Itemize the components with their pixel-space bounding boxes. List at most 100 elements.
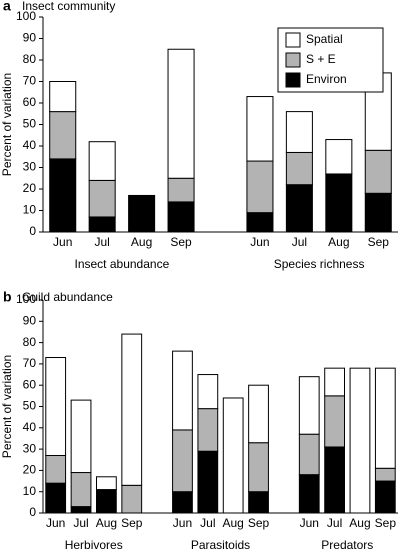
bar-segment bbox=[248, 442, 269, 493]
y-tick-label: 0 bbox=[29, 505, 36, 519]
bar-segment bbox=[324, 446, 345, 514]
bar-segment bbox=[70, 472, 92, 508]
x-tick-label: Aug bbox=[349, 516, 370, 530]
bar-segment bbox=[96, 476, 117, 491]
bar-segment bbox=[248, 384, 269, 444]
x-tick-label: Sep bbox=[248, 516, 270, 530]
bar-segment bbox=[364, 149, 392, 194]
y-tick-label: 50 bbox=[23, 117, 37, 131]
y-tick-label: 80 bbox=[23, 52, 37, 66]
bar-segment bbox=[49, 81, 77, 113]
legend-swatch bbox=[285, 52, 301, 68]
bar-segment bbox=[298, 433, 320, 476]
x-tick-label: Jun bbox=[300, 516, 319, 530]
x-tick-label: Sep bbox=[170, 235, 192, 249]
y-tick-label: 100 bbox=[16, 9, 36, 23]
group-label: Insect abundance bbox=[75, 257, 170, 271]
group-label: Predators bbox=[321, 538, 373, 552]
x-tick-label: Jul bbox=[73, 516, 88, 530]
bar-segment bbox=[374, 480, 396, 514]
bar-segment bbox=[197, 374, 219, 410]
bar-segment bbox=[45, 454, 67, 484]
chart-title: Guild abundance bbox=[22, 290, 113, 304]
x-tick-label: Jul bbox=[94, 235, 109, 249]
y-tick-label: 20 bbox=[23, 463, 37, 477]
y-tick-label: 80 bbox=[23, 335, 37, 349]
legend-label: S + E bbox=[306, 52, 336, 66]
bar-segment bbox=[167, 177, 195, 203]
bar-segment bbox=[49, 158, 77, 233]
y-axis-label: Percent of variation bbox=[0, 73, 14, 176]
x-tick-label: Sep bbox=[368, 235, 390, 249]
bar-segment bbox=[325, 173, 353, 233]
y-tick-label: 30 bbox=[23, 160, 37, 174]
group-label: Species richness bbox=[274, 257, 365, 271]
y-tick-label: 20 bbox=[23, 181, 37, 195]
x-tick-label: Jul bbox=[292, 235, 307, 249]
bar-segment bbox=[285, 184, 313, 233]
bar-segment bbox=[167, 48, 195, 179]
bar-segment bbox=[49, 111, 77, 160]
bar-segment bbox=[325, 139, 353, 175]
bar-segment bbox=[324, 395, 345, 448]
y-tick-label: 40 bbox=[23, 138, 37, 152]
bar-segment bbox=[88, 179, 116, 218]
bar-segment bbox=[88, 141, 116, 181]
bar-segment bbox=[172, 491, 193, 514]
x-tick-label: Jun bbox=[173, 516, 192, 530]
bar-segment bbox=[285, 151, 313, 186]
y-tick-label: 60 bbox=[23, 95, 37, 109]
bar-segment bbox=[222, 397, 244, 514]
bar-segment bbox=[172, 429, 193, 493]
legend-label: Spatial bbox=[306, 32, 343, 46]
x-tick-label: Jun bbox=[250, 235, 269, 249]
y-tick-label: 70 bbox=[23, 74, 37, 88]
bar-segment bbox=[70, 506, 92, 514]
y-tick-label: 90 bbox=[23, 31, 37, 45]
panel-label: b bbox=[3, 289, 12, 305]
bar-segment bbox=[246, 212, 274, 233]
bar-segment bbox=[121, 333, 143, 486]
x-tick-label: Aug bbox=[328, 235, 349, 249]
y-tick-label: 100 bbox=[16, 292, 36, 306]
x-tick-label: Jun bbox=[46, 516, 65, 530]
bar-segment bbox=[246, 96, 274, 162]
y-axis-label: Percent of variation bbox=[0, 355, 14, 458]
bar-segment bbox=[248, 491, 269, 514]
bar-segment bbox=[96, 489, 117, 514]
y-tick-label: 90 bbox=[23, 313, 37, 327]
x-tick-label: Sep bbox=[121, 516, 143, 530]
x-tick-label: Aug bbox=[222, 516, 243, 530]
group-label: Parasitoids bbox=[191, 538, 250, 552]
legend-swatch bbox=[285, 72, 301, 88]
bar-segment bbox=[246, 160, 274, 214]
x-tick-label: Sep bbox=[375, 516, 397, 530]
bar-segment bbox=[88, 216, 116, 233]
y-tick-label: 10 bbox=[23, 484, 37, 498]
bar-segment bbox=[172, 350, 193, 431]
x-tick-label: Jun bbox=[53, 235, 72, 249]
bar-segment bbox=[197, 408, 219, 452]
chart-title: Insect community bbox=[22, 0, 115, 13]
bar-segment bbox=[374, 367, 396, 469]
bar-segment bbox=[298, 474, 320, 514]
y-tick-label: 0 bbox=[29, 224, 36, 238]
bar-segment bbox=[167, 201, 195, 233]
y-tick-label: 30 bbox=[23, 441, 37, 455]
bar-segment bbox=[374, 467, 396, 482]
bar-segment bbox=[45, 357, 67, 456]
x-tick-label: Jul bbox=[200, 516, 215, 530]
y-tick-label: 70 bbox=[23, 356, 37, 370]
y-tick-label: 50 bbox=[23, 399, 37, 413]
bar-segment bbox=[324, 367, 345, 397]
legend-label: Environ bbox=[306, 72, 347, 86]
x-tick-label: Aug bbox=[96, 516, 117, 530]
bar-segment bbox=[70, 399, 92, 474]
panel-label: a bbox=[3, 0, 11, 14]
bar-segment bbox=[128, 194, 156, 233]
bar-segment bbox=[285, 111, 313, 153]
legend-swatch bbox=[285, 32, 301, 48]
bar-segment bbox=[45, 482, 67, 514]
bar-segment bbox=[349, 367, 371, 514]
